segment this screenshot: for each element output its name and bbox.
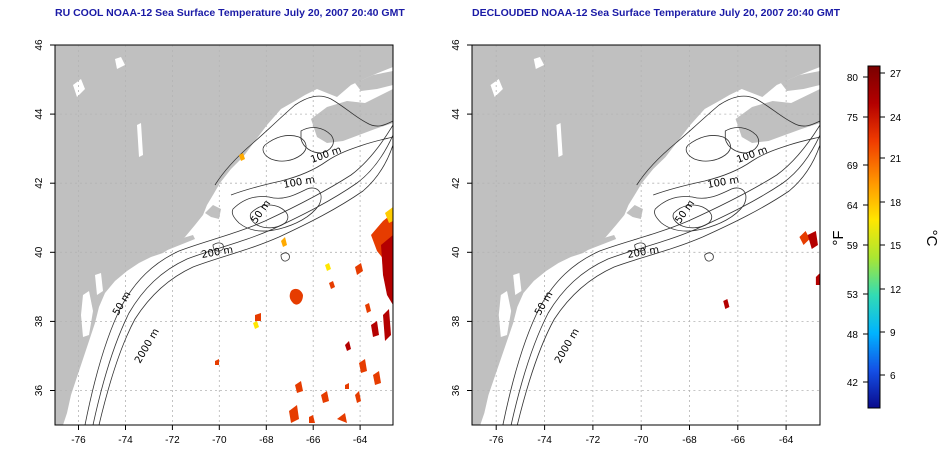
colorbar-c-tick: 21 xyxy=(890,154,902,165)
left-isobath-200m: 200 m xyxy=(201,245,234,261)
right-lat-tick: 38 xyxy=(451,315,462,327)
right-lon-tick: -70 xyxy=(634,435,649,446)
left-lat-tick: 36 xyxy=(34,385,45,397)
colorbar-f-tick: 42 xyxy=(847,378,859,389)
left-lon-tick: -76 xyxy=(71,435,86,446)
left-lat-tick: 42 xyxy=(34,177,45,189)
left-lat-tick: 44 xyxy=(34,108,45,120)
left-sst-patches xyxy=(215,153,393,423)
left-lon-tick: -70 xyxy=(212,435,227,446)
right-lon-tick: -76 xyxy=(489,435,504,446)
left-isobath-100m-b: 100 m xyxy=(283,175,316,191)
right-isobath-200m: 200 m xyxy=(627,245,660,261)
right-map-basemap xyxy=(472,45,820,425)
colorbar-f-tick: 48 xyxy=(847,330,859,341)
colorbar-gradient xyxy=(867,65,881,409)
colorbar-f-tick: 80 xyxy=(847,73,859,84)
colorbar-c-tick: 15 xyxy=(890,241,902,252)
colorbar-c-tick: 12 xyxy=(890,285,902,296)
right-lat-tick: 44 xyxy=(451,108,462,120)
colorbar-c-tick: 27 xyxy=(890,69,902,80)
colorbar-c-tick: 9 xyxy=(890,328,896,339)
right-lon-tick: -68 xyxy=(682,435,697,446)
left-map-title: RU COOL NOAA-12 Sea Surface Temperature … xyxy=(55,7,405,19)
left-map-basemap xyxy=(55,45,393,425)
right-map: 100 m 100 m 50 m 200 m 50 m 2000 m -76 -… xyxy=(451,39,821,446)
left-lon-tick: -74 xyxy=(118,435,133,446)
right-isobath-100m-b: 100 m xyxy=(707,175,740,191)
colorbar: 80 75 69 64 59 53 48 42 27 24 21 18 15 1… xyxy=(830,65,940,409)
right-lon-tick: -64 xyxy=(779,435,794,446)
colorbar-fahrenheit-label: °F xyxy=(830,230,847,245)
left-lat-tick: 40 xyxy=(34,246,45,258)
colorbar-c-tick: 18 xyxy=(890,198,902,209)
colorbar-f-tick: 53 xyxy=(847,290,859,301)
right-sst-patches xyxy=(723,231,820,309)
colorbar-f-tick: 75 xyxy=(847,113,859,124)
colorbar-f-tick: 59 xyxy=(847,241,859,252)
colorbar-f-tick: 69 xyxy=(847,161,859,172)
left-map: 100 m 100 m 50 m 200 m 50 m 2000 m -76 -… xyxy=(34,39,394,446)
left-lat-tick: 46 xyxy=(34,39,45,51)
colorbar-c-tick: 6 xyxy=(890,371,896,382)
left-lon-tick: -68 xyxy=(259,435,274,446)
right-lat-tick: 36 xyxy=(451,385,462,397)
colorbar-celsius-label: °C xyxy=(923,230,940,247)
left-lon-tick: -64 xyxy=(353,435,368,446)
right-lon-tick: -72 xyxy=(586,435,601,446)
left-lon-tick: -72 xyxy=(165,435,180,446)
left-lon-tick: -66 xyxy=(306,435,321,446)
right-lat-tick: 46 xyxy=(451,39,462,51)
colorbar-f-tick: 64 xyxy=(847,201,859,212)
left-lat-tick: 38 xyxy=(34,315,45,327)
colorbar-c-tick: 24 xyxy=(890,113,902,124)
right-lon-tick: -66 xyxy=(731,435,746,446)
right-lon-tick: -74 xyxy=(537,435,552,446)
right-map-title: DECLOUDED NOAA-12 Sea Surface Temperatur… xyxy=(472,7,841,19)
right-lat-tick: 42 xyxy=(451,177,462,189)
right-lat-tick: 40 xyxy=(451,246,462,258)
